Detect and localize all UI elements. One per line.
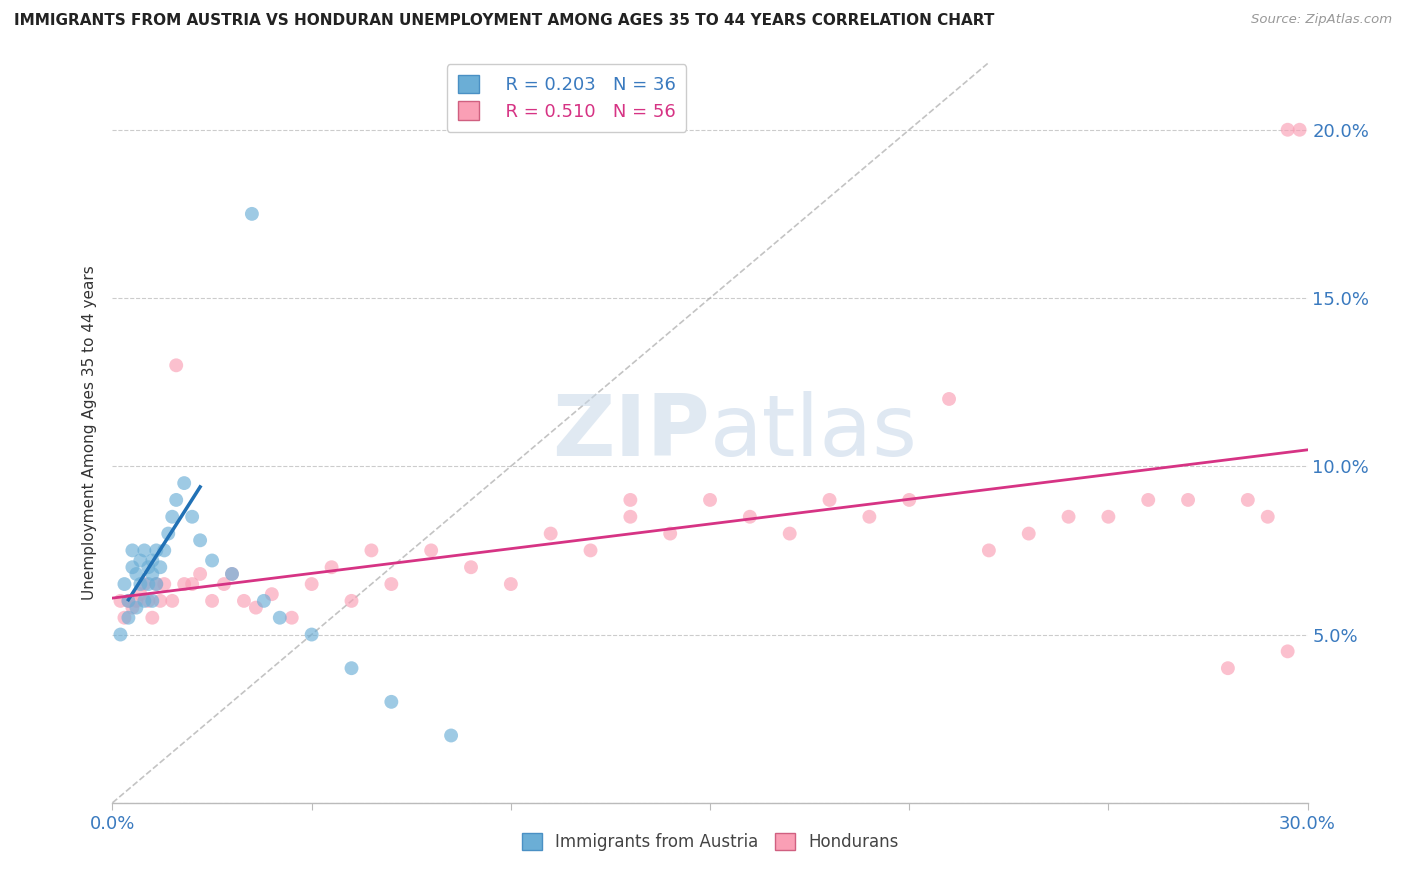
Point [173,476,195,491]
Point [129,577,152,591]
Point [212,577,235,591]
Point [245,600,267,615]
Point [340,661,363,675]
Point [145,577,167,591]
Point [221,566,243,581]
Text: atlas: atlas [710,391,918,475]
Point [141,610,163,624]
Point [1018,526,1040,541]
Point [619,492,641,507]
Point [141,594,163,608]
Point [818,492,841,507]
Point [141,566,163,581]
Point [162,594,183,608]
Point [340,594,363,608]
Point [125,600,148,615]
Point [141,553,163,567]
Point [162,509,183,524]
Text: ZIP: ZIP [553,391,710,475]
Point [114,577,135,591]
Point [301,627,323,641]
Point [460,560,482,574]
Point [117,594,139,608]
Point [1237,492,1260,507]
Point [134,577,156,591]
Point [145,577,167,591]
Point [165,492,187,507]
Point [699,492,721,507]
Point [858,509,880,524]
Point [440,729,463,743]
Point [221,566,243,581]
Point [1177,492,1199,507]
Point [153,577,176,591]
Point [738,509,761,524]
Point [779,526,801,541]
Point [117,610,139,624]
Point [201,553,224,567]
Point [977,543,1000,558]
Point [188,533,211,548]
Point [157,526,180,541]
Point [134,594,156,608]
Point [121,600,143,615]
Point [173,577,195,591]
Point [149,594,172,608]
Point [188,566,211,581]
Point [1216,661,1239,675]
Point [138,594,160,608]
Point [181,509,204,524]
Point [129,587,152,601]
Point [301,577,323,591]
Text: IMMIGRANTS FROM AUSTRIA VS HONDURAN UNEMPLOYMENT AMONG AGES 35 TO 44 YEARS CORRE: IMMIGRANTS FROM AUSTRIA VS HONDURAN UNEM… [14,13,994,29]
Point [233,594,256,608]
Point [1288,122,1310,136]
Point [380,577,402,591]
Point [153,543,176,558]
Point [125,566,148,581]
Point [134,543,156,558]
Point [1277,644,1299,658]
Point [360,543,382,558]
Point [240,207,263,221]
Point [260,587,283,601]
Point [253,594,276,608]
Point [540,526,562,541]
Point [499,577,522,591]
Point [145,543,167,558]
Point [138,560,160,574]
Point [125,594,148,608]
Y-axis label: Unemployment Among Ages 35 to 44 years: Unemployment Among Ages 35 to 44 years [82,265,97,600]
Point [281,610,304,624]
Point [149,560,172,574]
Point [321,560,343,574]
Point [1097,509,1119,524]
Point [1137,492,1160,507]
Point [619,509,641,524]
Text: Source: ZipAtlas.com: Source: ZipAtlas.com [1251,13,1392,27]
Point [181,577,204,591]
Point [117,594,139,608]
Point [129,553,152,567]
Point [110,627,132,641]
Point [380,695,402,709]
Point [898,492,921,507]
Point [659,526,682,541]
Point [165,359,187,373]
Point [938,392,960,406]
Point [1257,509,1279,524]
Point [121,560,143,574]
Point [420,543,443,558]
Point [114,610,135,624]
Point [121,543,143,558]
Legend: Immigrants from Austria, Hondurans: Immigrants from Austria, Hondurans [515,826,905,857]
Point [579,543,602,558]
Point [138,577,160,591]
Point [269,610,291,624]
Point [201,594,224,608]
Point [1057,509,1080,524]
Point [110,594,132,608]
Point [1277,122,1299,136]
